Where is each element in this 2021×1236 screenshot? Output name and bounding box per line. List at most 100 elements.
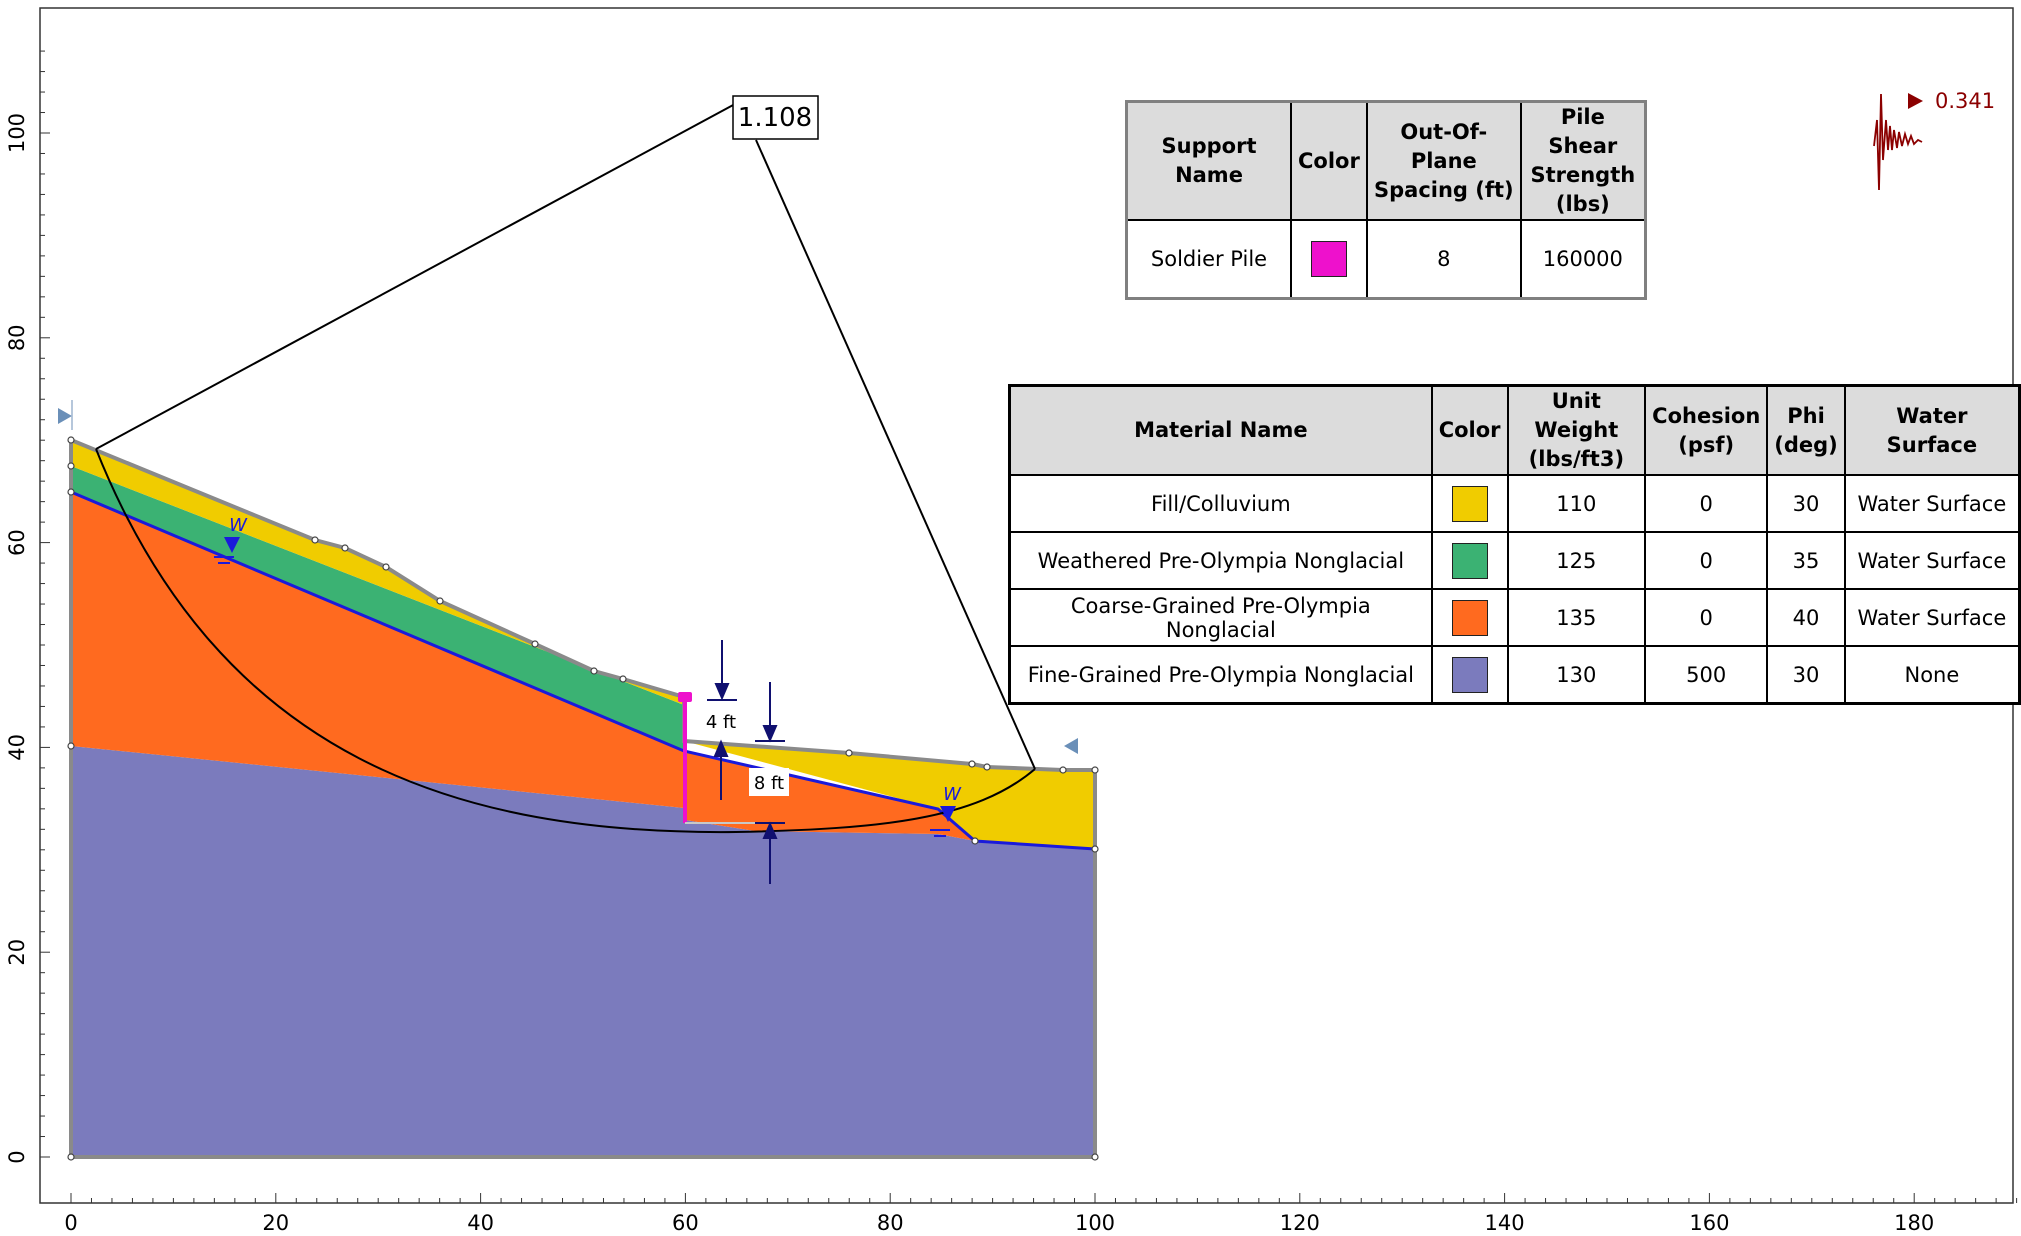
- support-name: Soldier Pile: [1125, 219, 1292, 300]
- x-tick-label: 160: [1689, 1211, 1729, 1235]
- region-coarse-grained: [71, 492, 975, 841]
- phi: 30: [1766, 645, 1846, 705]
- phi: 40: [1766, 588, 1846, 647]
- material-color-cell: [1430, 531, 1509, 590]
- header-unit-weight: Unit Weight (lbs/ft3): [1506, 384, 1647, 476]
- material-properties-table: Material Name Color Unit Weight (lbs/ft3…: [1008, 384, 2021, 705]
- phi: 30: [1766, 474, 1846, 533]
- header-support-name: Support Name: [1125, 100, 1292, 221]
- cohesion: 0: [1644, 474, 1769, 533]
- soldier-pile-head: [678, 692, 692, 702]
- factor-of-safety-label: 1.108: [738, 103, 812, 133]
- right-limit-marker-icon: [1064, 738, 1078, 754]
- header-color: Color: [1290, 100, 1368, 221]
- header-pile-shear-strength: Pile Shear Strength (lbs): [1519, 100, 1647, 221]
- table-row: Weathered Pre-Olympia Nonglacial 125 0 3…: [1008, 531, 2021, 590]
- table-row: Fill/Colluvium 110 0 30 Water Surface: [1008, 474, 2021, 533]
- dimension-lower-box: [749, 768, 789, 796]
- table-header-row: Support Name Color Out-Of-Plane Spacing …: [1125, 100, 1647, 221]
- x-tick-label: 100: [1075, 1211, 1115, 1235]
- y-tick-label: 100: [5, 113, 29, 153]
- x-tick-label: 120: [1280, 1211, 1320, 1235]
- slip-surface-leader-right: [755, 139, 1036, 770]
- water-table-line: [70, 490, 1096, 851]
- water-triangle-icon: [224, 537, 240, 553]
- seismic-arrow-icon: [1908, 93, 1923, 109]
- slip-surface-leader-left: [95, 103, 736, 450]
- x-tick-label: 80: [877, 1211, 904, 1235]
- y-tick-label: 0: [5, 1150, 29, 1163]
- material-color-cell: [1430, 588, 1509, 647]
- dimension-upper-box: [700, 707, 740, 735]
- cohesion: 0: [1644, 588, 1769, 647]
- x-axis: 0 20 40 60 80 100 120 140 160 180: [64, 1193, 2018, 1235]
- header-spacing: Out-Of-Plane Spacing (ft): [1365, 100, 1522, 221]
- critical-slip-surface: [95, 448, 1036, 834]
- table-row: Coarse-Grained Pre-Olympia Nonglacial 13…: [1008, 588, 2021, 647]
- y-tick-label: 60: [5, 529, 29, 556]
- water-marker-right: W: [930, 784, 962, 837]
- unit-weight: 125: [1506, 531, 1647, 590]
- unit-weight: 130: [1506, 645, 1647, 705]
- water-surface: Water Surface: [1843, 531, 2021, 590]
- seismic-value: 0.341: [1935, 89, 1995, 113]
- boundary-vertices: [67, 436, 1099, 1161]
- x-tick-label: 140: [1485, 1211, 1525, 1235]
- support-spacing: 8: [1365, 219, 1522, 300]
- support-strength: 160000: [1519, 219, 1647, 300]
- unit-weight: 135: [1506, 588, 1647, 647]
- water-marker-label: W: [229, 515, 248, 536]
- material-name: Fine-Grained Pre-Olympia Nonglacial: [1008, 645, 1433, 705]
- table-row: Soldier Pile 8 160000: [1125, 219, 1647, 300]
- dimension-arrows: [707, 640, 785, 884]
- region-fill-colluvium: [71, 440, 684, 705]
- phi: 35: [1766, 531, 1846, 590]
- header-color: Color: [1430, 384, 1509, 476]
- x-tick-label: 20: [262, 1211, 289, 1235]
- x-tick-label: 0: [64, 1211, 77, 1235]
- left-limit-marker-icon: [58, 408, 72, 424]
- material-color-cell: [1430, 645, 1509, 705]
- y-tick-label: 40: [5, 734, 29, 761]
- region-fine-grained: [71, 746, 1095, 1157]
- slope-boundary: [69, 437, 1097, 1159]
- support-color-cell: [1290, 219, 1368, 300]
- water-surface: None: [1843, 645, 2021, 705]
- y-tick-label: 80: [5, 324, 29, 351]
- table-row: Fine-Grained Pre-Olympia Nonglacial 130 …: [1008, 645, 2021, 705]
- color-swatch: [1310, 241, 1347, 277]
- header-phi: Phi (deg): [1766, 384, 1846, 476]
- water-marker-left: W: [214, 515, 248, 564]
- dimension-upper-label: 4 ft: [706, 712, 736, 733]
- table-header-row: Material Name Color Unit Weight (lbs/ft3…: [1008, 384, 2021, 476]
- material-color-cell: [1430, 474, 1509, 533]
- color-swatch: [1451, 542, 1488, 579]
- seismic-indicator: 0.341: [1873, 89, 1995, 191]
- material-name: Weathered Pre-Olympia Nonglacial: [1008, 531, 1433, 590]
- y-axis: 0 20 40 60 80 100: [5, 50, 50, 1164]
- material-name: Coarse-Grained Pre-Olympia Nonglacial: [1008, 588, 1433, 647]
- cohesion: 500: [1644, 645, 1769, 705]
- header-material-name: Material Name: [1008, 384, 1433, 476]
- color-swatch: [1451, 485, 1488, 522]
- seismic-wave-icon: [1873, 93, 1923, 191]
- water-surface: Water Surface: [1843, 588, 2021, 647]
- x-tick-label: 180: [1894, 1211, 1934, 1235]
- dimension-lower-label: 8 ft: [754, 773, 784, 794]
- cohesion: 0: [1644, 531, 1769, 590]
- water-surface: Water Surface: [1843, 474, 2021, 533]
- y-tick-label: 20: [5, 939, 29, 966]
- factor-of-safety-box: [732, 95, 819, 140]
- color-swatch: [1451, 599, 1488, 636]
- material-name: Fill/Colluvium: [1008, 474, 1433, 533]
- x-tick-label: 60: [672, 1211, 699, 1235]
- water-triangle-icon: [940, 806, 956, 822]
- header-water-surface: Water Surface: [1843, 384, 2021, 476]
- x-tick-label: 40: [467, 1211, 494, 1235]
- header-cohesion: Cohesion (psf): [1644, 384, 1769, 476]
- water-marker-label: W: [943, 784, 962, 805]
- support-properties-table: Support Name Color Out-Of-Plane Spacing …: [1125, 100, 1647, 300]
- unit-weight: 110: [1506, 474, 1647, 533]
- color-swatch: [1451, 656, 1488, 693]
